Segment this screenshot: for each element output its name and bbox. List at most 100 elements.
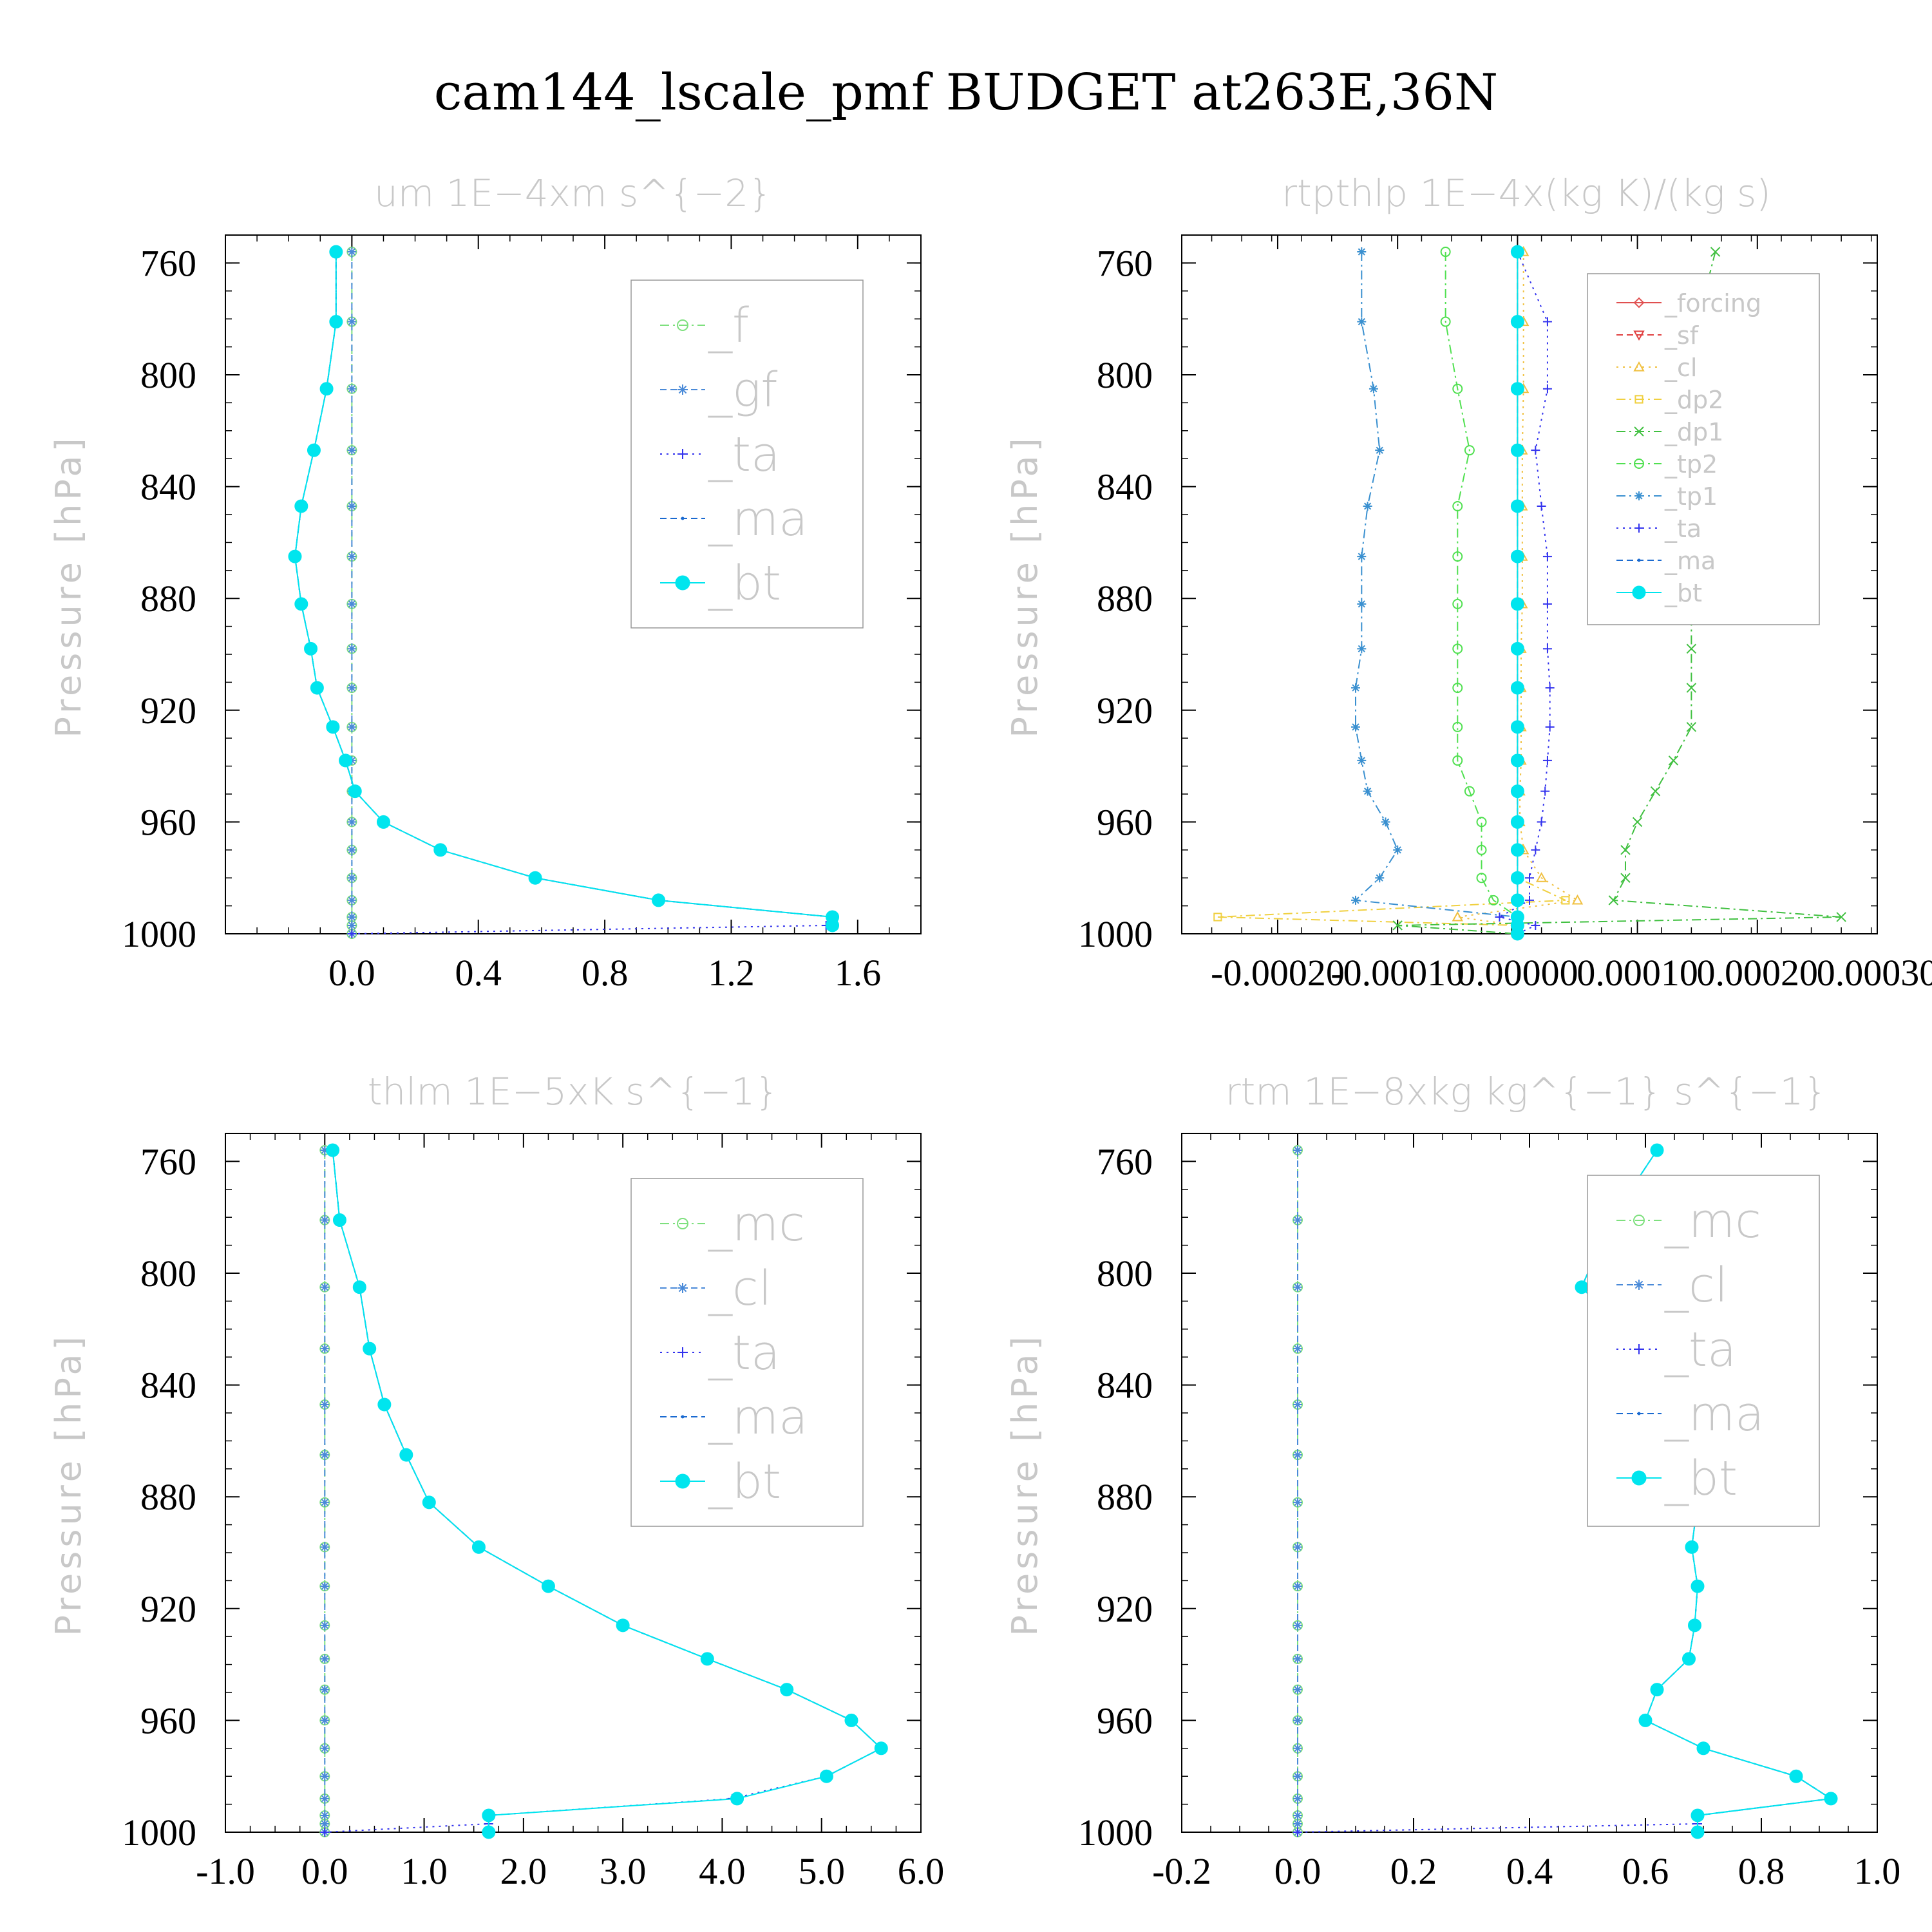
- marker-filled-circle: [288, 549, 302, 564]
- figure-title: cam144_lscale_pmf BUDGET at263E,36N: [434, 64, 1498, 122]
- marker-plus: [1293, 1828, 1302, 1837]
- legend-box: [1587, 273, 1820, 625]
- marker-asterisk: [1293, 1819, 1302, 1828]
- marker-filled-circle: [541, 1579, 555, 1593]
- marker-asterisk: [1293, 1716, 1302, 1725]
- marker-filled-circle: [326, 1143, 340, 1157]
- marker-asterisk: [320, 1497, 330, 1507]
- x-tick-label: 1.0: [1854, 1850, 1901, 1892]
- marker-filled-circle: [1510, 641, 1524, 656]
- marker-filled-circle: [332, 1213, 346, 1227]
- marker-plus: [1542, 552, 1552, 562]
- marker-asterisk: [320, 1282, 330, 1292]
- y-tick-label: 1000: [122, 913, 196, 955]
- marker-filled-circle: [1638, 1713, 1653, 1727]
- marker-asterisk: [347, 501, 357, 511]
- x-tick-label: 0.4: [455, 952, 502, 994]
- marker-filled-circle: [294, 499, 308, 513]
- marker-filled-circle: [675, 1473, 690, 1489]
- legend-label: _tp1: [1664, 482, 1718, 511]
- marker-filled-circle: [307, 443, 321, 457]
- marker-filled-circle: [652, 893, 666, 907]
- x-tick-label: 0.0: [1274, 1850, 1321, 1892]
- legend: _mc _cl _ta _ma _bt: [630, 1178, 864, 1527]
- marker-plus: [1542, 384, 1552, 393]
- marker-filled-circle: [616, 1618, 630, 1633]
- y-tick-label: 840: [1097, 1365, 1153, 1406]
- marker-circle: [1476, 873, 1487, 884]
- x-tick-label: -0.00010: [1331, 952, 1464, 994]
- marker-circle: [1488, 895, 1499, 905]
- marker-filled-circle: [675, 575, 690, 591]
- marker-filled-circle: [1510, 549, 1524, 564]
- x-tick-label: 0.8: [1738, 1850, 1785, 1892]
- y-tick-label: 800: [140, 354, 196, 396]
- panel-thlm: thlm 1E−5xK s^{−1} Pressure [hPa] -1.0 0.…: [48, 1070, 944, 1892]
- marker-filled-circle: [700, 1652, 714, 1666]
- marker-filled-circle: [1685, 1540, 1699, 1554]
- marker-asterisk: [347, 912, 357, 922]
- marker-asterisk: [1293, 1810, 1302, 1820]
- marker-filled-circle: [482, 1825, 496, 1839]
- legend-label: _bt: [1664, 1451, 1738, 1506]
- y-tick-label: 960: [140, 1700, 196, 1741]
- y-tick-label: 800: [1097, 354, 1153, 396]
- marker-x: [1836, 912, 1846, 922]
- marker-filled-circle: [329, 245, 343, 259]
- marker-asterisk: [347, 722, 357, 732]
- y-tick-label: 760: [140, 242, 196, 284]
- marker-plus: [1542, 317, 1552, 327]
- marker-asterisk: [320, 1582, 330, 1591]
- marker-filled-circle: [319, 382, 334, 396]
- marker-x: [1686, 722, 1697, 732]
- marker-filled-circle: [844, 1713, 858, 1727]
- marker-plus: [1531, 920, 1540, 930]
- plot-frame: [1181, 234, 1878, 934]
- x-tick-label: 0.0: [328, 952, 375, 994]
- y-tick-label: 880: [140, 1476, 196, 1518]
- marker-x: [1650, 786, 1661, 797]
- marker-filled-circle: [1510, 927, 1524, 941]
- marker-asterisk: [320, 1685, 330, 1694]
- legend-label: _cl: [708, 1261, 772, 1316]
- marker-square: [1213, 913, 1222, 922]
- marker-asterisk: [320, 1794, 330, 1803]
- marker-plus: [1531, 845, 1540, 855]
- marker-plus: [1545, 722, 1555, 732]
- marker-asterisk: [1381, 817, 1390, 827]
- marker-x: [1392, 920, 1403, 931]
- y-tick-label: 920: [1097, 690, 1153, 732]
- marker-asterisk: [347, 895, 357, 905]
- marker-filled-circle: [1510, 382, 1524, 396]
- marker-dot: [681, 516, 685, 520]
- marker-filled-circle: [352, 1280, 366, 1294]
- legend-label: _bt: [708, 1454, 781, 1510]
- legend-label: _cl: [1664, 354, 1697, 382]
- marker-filled-circle: [329, 315, 343, 329]
- x-tick-label: 6.0: [898, 1850, 945, 1892]
- marker-circle: [1452, 721, 1463, 732]
- marker-circle: [1452, 551, 1463, 562]
- marker-filled-circle: [304, 641, 318, 656]
- marker-asterisk: [320, 1772, 330, 1781]
- marker-asterisk: [347, 845, 357, 855]
- marker-x: [1686, 643, 1697, 654]
- series-cl: [1293, 1146, 1302, 1837]
- marker-plus: [677, 1347, 688, 1358]
- y-tick-label: 880: [1097, 578, 1153, 620]
- marker-filled-circle: [1510, 843, 1524, 857]
- y-tick-label: 840: [1097, 466, 1153, 508]
- marker-filled-circle: [348, 784, 362, 799]
- y-tick-label: 1000: [1078, 1812, 1153, 1853]
- x-tick-label: 1.2: [708, 952, 755, 994]
- legend-label: _mc: [708, 1197, 805, 1252]
- marker-triangle-down: [1633, 330, 1645, 341]
- marker-filled-circle: [1682, 1652, 1696, 1666]
- legend-label: _bt: [1664, 579, 1702, 607]
- legend-label: _tp2: [1664, 450, 1718, 478]
- marker-asterisk: [1375, 873, 1385, 883]
- legend-box: [1587, 1175, 1820, 1527]
- marker-plus: [1531, 446, 1540, 455]
- marker-asterisk: [347, 920, 357, 930]
- marker-triangle-up: [1452, 911, 1463, 922]
